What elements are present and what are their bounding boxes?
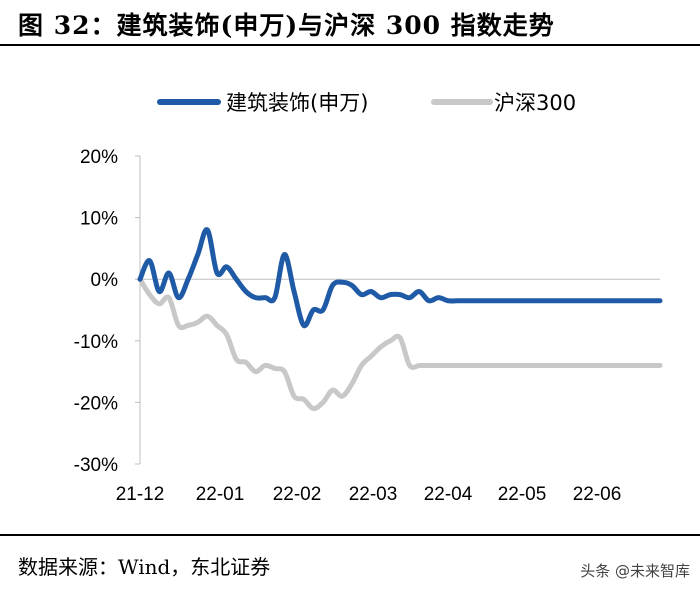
y-tick-label: 20%: [80, 147, 118, 168]
x-tick-label: 21-12: [116, 484, 165, 505]
y-tick-label: -20%: [74, 393, 118, 414]
x-tick-label: 22-01: [196, 484, 245, 505]
footer-divider: [0, 534, 700, 536]
y-tick-label: 10%: [80, 209, 118, 230]
line-chart: 20% 10% 0% -10% -20% -30% 21-12 22-01 22-02 22-03…: [74, 91, 663, 505]
chart-title: 图 32：建筑装饰(申万)与沪深 300 指数走势: [18, 11, 555, 40]
title-bar: 图 32：建筑装饰(申万)与沪深 300 指数走势: [0, 0, 700, 46]
x-tick-label: 22-06: [573, 484, 622, 505]
legend-label-csi300: 沪深300: [494, 91, 576, 115]
y-tick-label: -10%: [74, 332, 118, 353]
y-tick-label: -30%: [74, 455, 118, 476]
series-line-construction: [137, 227, 663, 329]
x-tick-label: 22-02: [273, 484, 322, 505]
y-tick-label: 0%: [91, 270, 119, 291]
series-line-csi300: [137, 276, 663, 412]
watermark: 头条 @未来智库: [580, 562, 690, 580]
x-tick-label: 22-05: [498, 484, 547, 505]
x-tick-label: 22-04: [424, 484, 473, 505]
x-tick-label: 22-03: [349, 484, 398, 505]
data-source: 数据来源：Wind，东北证券: [18, 555, 271, 579]
title-divider: [0, 44, 700, 46]
legend-label-construction: 建筑装饰(申万): [226, 91, 368, 115]
